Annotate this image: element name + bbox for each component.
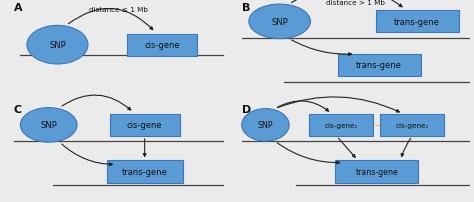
Text: trans-gene: trans-gene [356,61,402,70]
Text: cis-gene₂: cis-gene₂ [396,122,429,128]
Ellipse shape [27,26,88,65]
FancyBboxPatch shape [309,115,373,136]
Text: cis-gene₁: cis-gene₁ [325,122,358,128]
FancyBboxPatch shape [380,115,444,136]
Text: D: D [242,104,251,114]
Text: cis-gene: cis-gene [144,41,180,50]
FancyBboxPatch shape [107,161,183,183]
Text: B: B [242,3,250,13]
Ellipse shape [20,108,77,142]
FancyBboxPatch shape [110,114,180,136]
Text: trans-gene: trans-gene [394,18,440,27]
Ellipse shape [242,109,289,141]
FancyBboxPatch shape [127,34,197,57]
FancyBboxPatch shape [336,161,418,183]
Ellipse shape [249,5,310,39]
Text: C: C [14,104,22,114]
Text: trans-gene: trans-gene [122,167,168,176]
Text: cis-gene: cis-gene [127,121,163,130]
Text: SNP: SNP [40,121,57,130]
Text: SNP: SNP [271,18,288,27]
FancyBboxPatch shape [375,11,459,33]
Text: distance > 1 Mb: distance > 1 Mb [326,0,385,6]
Text: SNP: SNP [49,41,66,50]
Text: distance ≤ 1 Mb: distance ≤ 1 Mb [89,7,148,13]
FancyBboxPatch shape [337,55,420,77]
Text: SNP: SNP [258,121,273,130]
Text: trans-gene: trans-gene [356,167,398,176]
Text: A: A [14,3,22,13]
